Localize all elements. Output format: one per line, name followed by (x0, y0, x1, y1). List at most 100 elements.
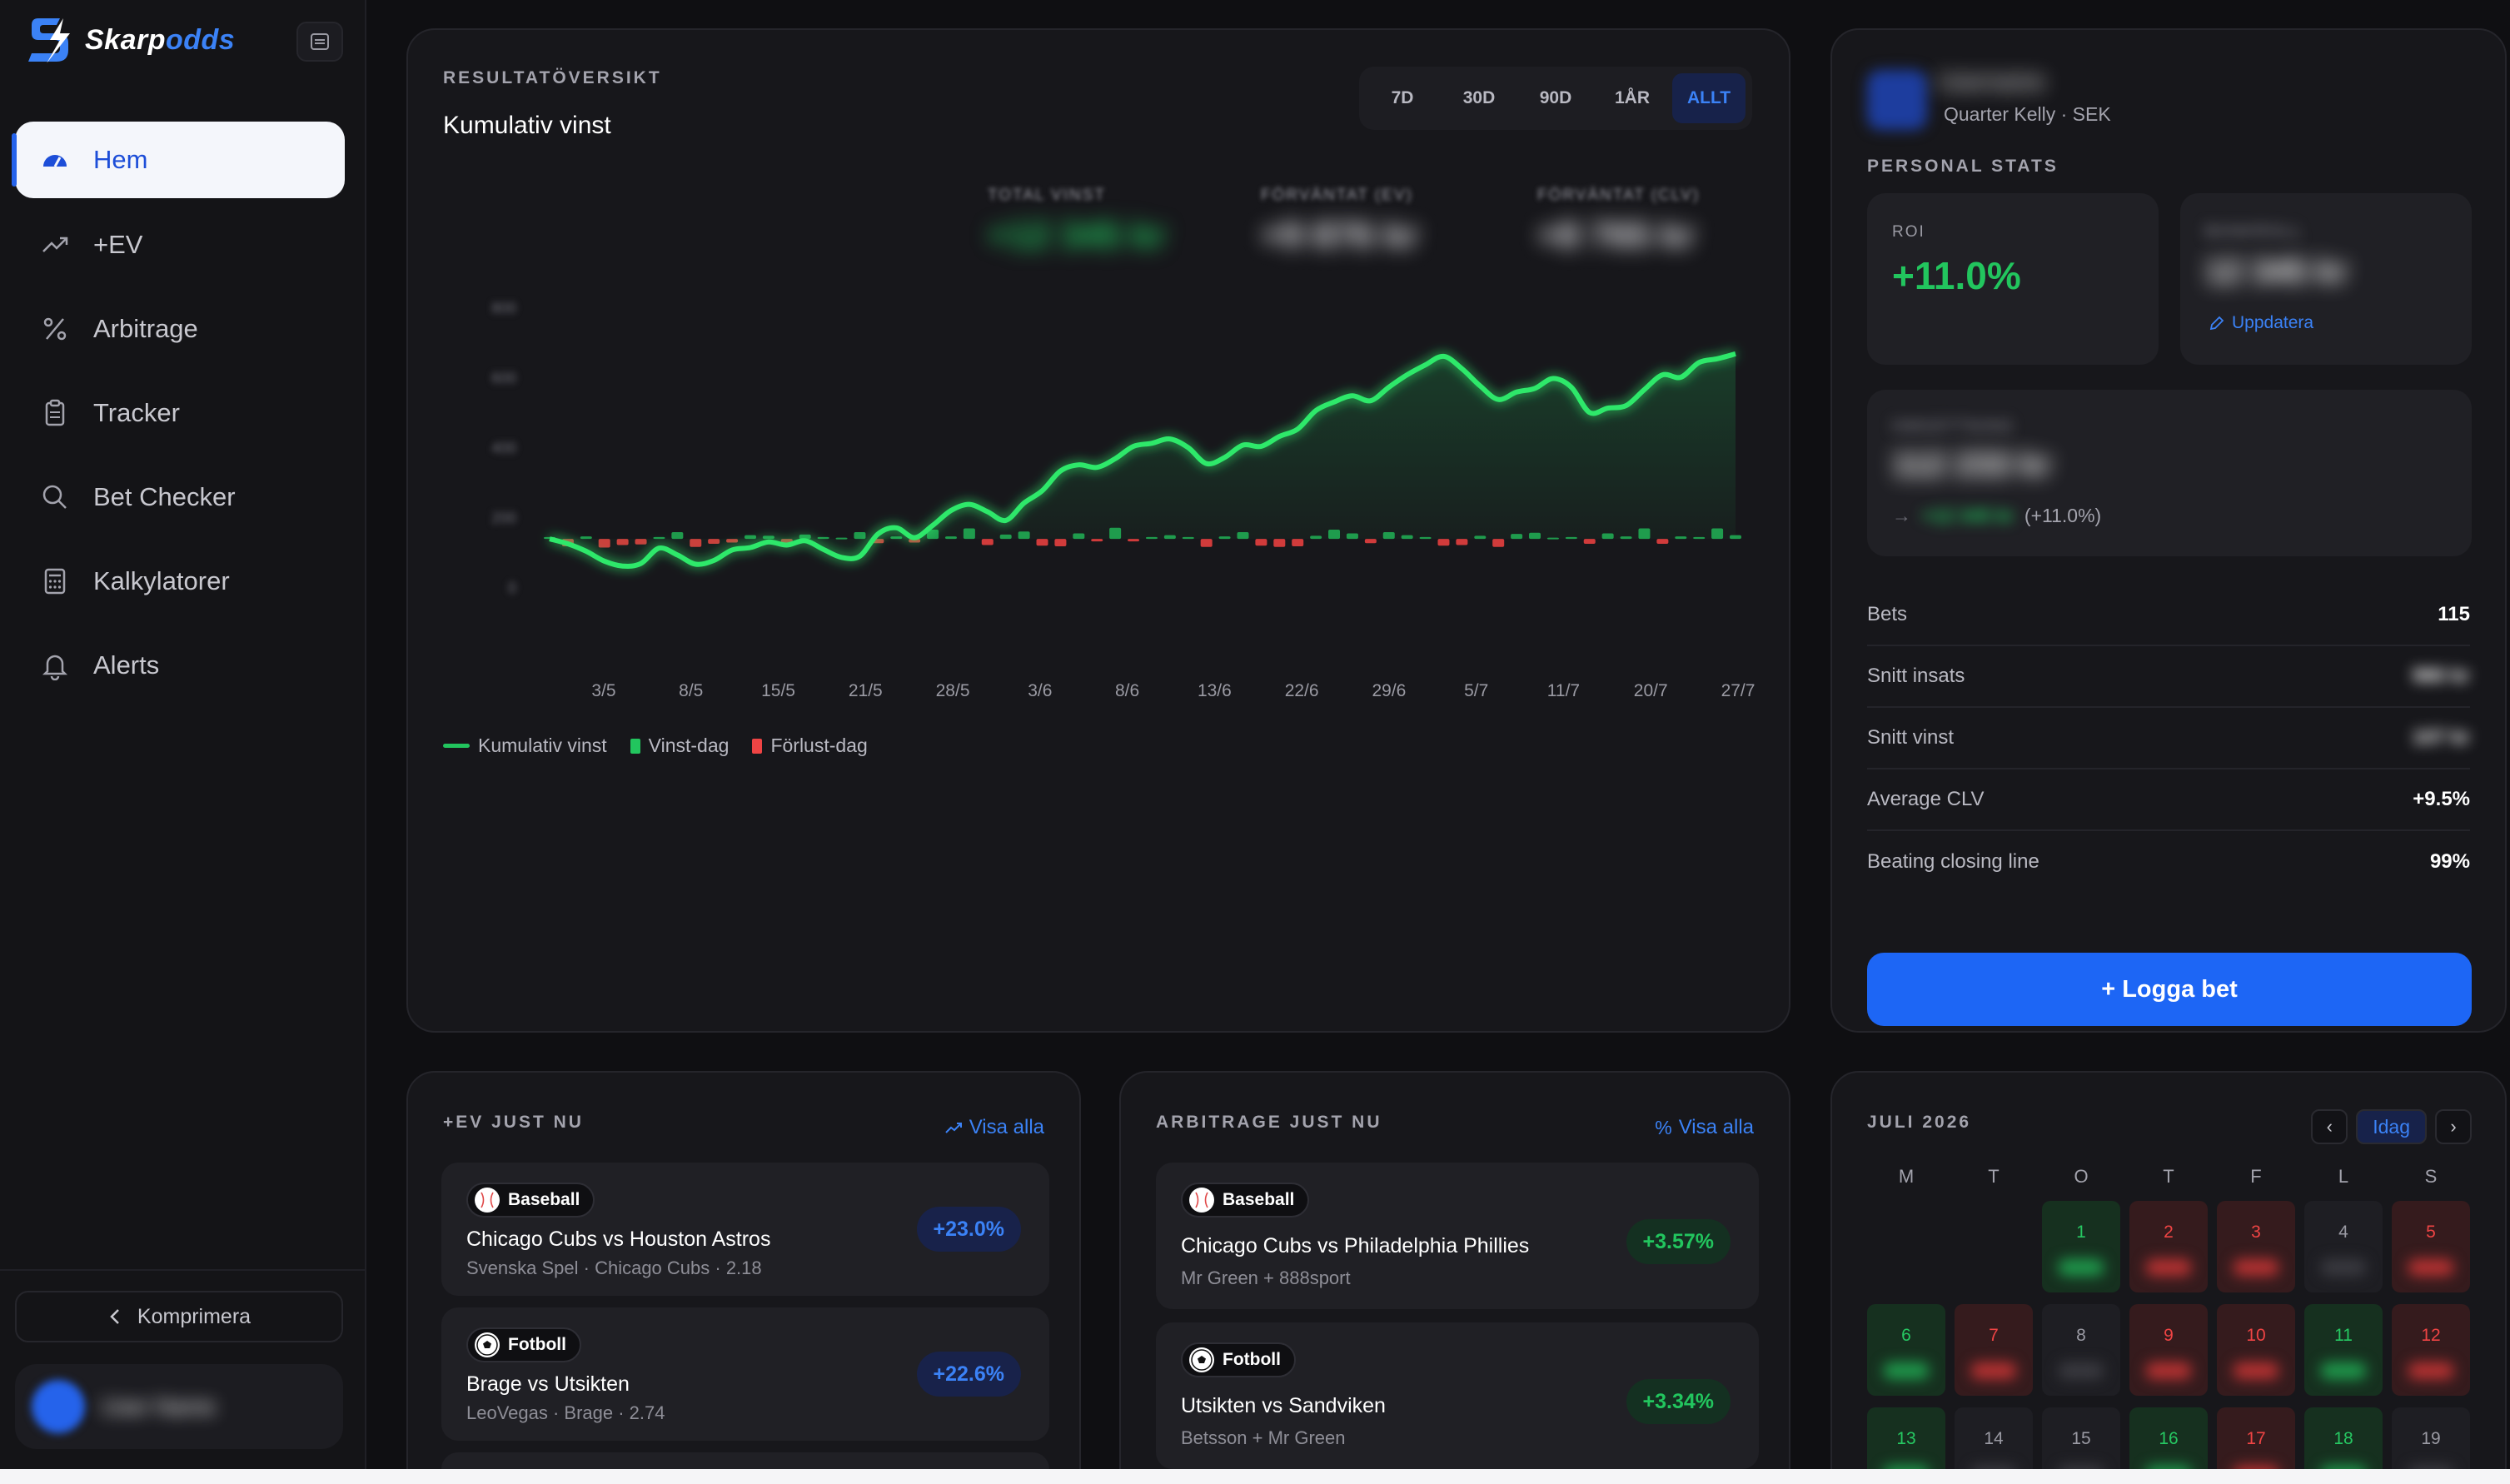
x-tick-label: 5/7 (1464, 681, 1488, 700)
calendar-day-number: 4 (2338, 1223, 2348, 1242)
calendar-day[interactable]: 3 (2217, 1201, 2295, 1292)
sidebar-item-label: Tracker (93, 398, 180, 427)
arb-view-all-link[interactable]: % Visa alla (1655, 1116, 1754, 1138)
x-tick-label: 22/6 (1285, 681, 1319, 700)
metric-forvantat-clv: FÖRVÄNTAT (CLV) +8 765 kr (1537, 187, 1700, 256)
calendar-day-number: 17 (2246, 1429, 2266, 1448)
metric-value: +12 345 kr (988, 215, 1167, 256)
sidebar-item-arbitrage[interactable]: Arbitrage (15, 291, 345, 367)
calendar-day[interactable]: 5 (2392, 1201, 2470, 1292)
calendar-day-number: 3 (2251, 1223, 2261, 1242)
sidebar-item-hem[interactable]: Hem (12, 122, 345, 198)
win-day-bar (653, 536, 665, 540)
calendar-day-number: 7 (1989, 1326, 1999, 1345)
log-bet-button[interactable]: + Logga bet (1867, 953, 2472, 1026)
clipboard-icon (45, 399, 65, 426)
calendar-day[interactable]: 9 (2129, 1304, 2208, 1396)
arb-card[interactable]: Baseball Chicago Cubs vs Philadelphia Ph… (1156, 1163, 1759, 1309)
x-tick-label: 28/5 (936, 681, 970, 700)
trending-up-icon (42, 237, 68, 252)
stat-row-beating-closing-line: Beating closing line 99% (1867, 850, 2470, 873)
cumulative-chart: 800 600 400 200 0 3/5 8/5 15/5 21/5 28/5 3/6 8/6 13/… (491, 300, 1755, 700)
sidebar-toggle-button[interactable] (296, 22, 343, 62)
range-tab-1ar[interactable]: 1ÅR (1614, 88, 1650, 107)
loss-day-bar (981, 539, 994, 545)
user-card[interactable]: User Name (15, 1364, 343, 1449)
sidebar-item-ev[interactable]: +EV (15, 207, 345, 283)
calendar-day[interactable]: 12 (2392, 1304, 2470, 1396)
calendar-next-button[interactable]: › (2435, 1109, 2472, 1144)
compress-button[interactable]: Komprimera (15, 1291, 343, 1342)
sidebar-item-label: Kalkylatorer (93, 566, 230, 595)
range-tabs: 7D 30D 90D 1ÅR ALLT (1359, 67, 1752, 130)
x-tick-label: 11/7 (1547, 681, 1580, 700)
calendar-day[interactable]: 8 (2042, 1304, 2120, 1396)
calendar-day[interactable]: 6 (1867, 1304, 1945, 1396)
turnover-profit: +12 345 kr (1921, 505, 2014, 526)
range-tab-allt[interactable]: ALLT (1672, 73, 1746, 123)
ev-card[interactable]: Fotboll Brage vs Utsikten LeoVegas · Bra… (441, 1307, 1049, 1441)
baseball-icon (1189, 1188, 1214, 1213)
legend-win-swatch (630, 738, 640, 754)
weekday-header: S (2424, 1166, 2438, 1187)
range-tab-7d[interactable]: 7D (1391, 88, 1414, 107)
calendar-today-button[interactable]: Idag (2356, 1109, 2427, 1144)
loss-day-bar (1255, 539, 1267, 546)
calendar-day[interactable]: 11 (2304, 1304, 2383, 1396)
loss-day-bar (1456, 539, 1468, 545)
calendar-day-result (2321, 1362, 2366, 1379)
arb-section-label: ARBITRAGE JUST NU (1156, 1113, 1382, 1132)
weekday-header: L (2338, 1166, 2349, 1187)
loss-day-bar (1492, 539, 1505, 547)
legend-line-swatch (443, 744, 470, 748)
calendar-day-result (2321, 1259, 2366, 1276)
sidebar-item-tracker[interactable]: Tracker (15, 375, 345, 451)
range-tab-90d[interactable]: 90D (1539, 88, 1572, 107)
range-tab-30d[interactable]: 30D (1462, 88, 1496, 107)
calendar-day-number: 6 (1901, 1326, 1911, 1345)
calendar-day[interactable]: 2 (2129, 1201, 2208, 1292)
cumulative-line (549, 351, 1736, 569)
calendar-day-number: 13 (1896, 1429, 1916, 1448)
brand[interactable]: Skarpodds (27, 15, 235, 65)
metric-value: +8 765 kr (1537, 215, 1696, 256)
calendar-day-number: 9 (2164, 1326, 2174, 1345)
avatar (32, 1380, 85, 1433)
soccer-ball-icon (475, 1332, 500, 1357)
profile-panel: Username Quarter Kelly · SEK PERSONAL ST… (1830, 28, 2507, 1033)
update-bankroll-link[interactable]: Uppdatera (2209, 313, 2313, 333)
sidebar-item-alerts[interactable]: Alerts (15, 627, 345, 704)
calendar-day[interactable]: 7 (1955, 1304, 2033, 1396)
sidebar-item-bet-checker[interactable]: Bet Checker (15, 459, 345, 535)
chevron-left-icon (110, 1309, 119, 1324)
calendar-day-result (2146, 1362, 2191, 1379)
sidebar-item-kalkylatorer[interactable]: Kalkylatorer (15, 543, 345, 620)
x-tick-label: 15/5 (761, 681, 795, 700)
calendar-day-number: 1 (2076, 1223, 2086, 1242)
ev-view-all-link[interactable]: Visa alla (944, 1116, 1044, 1139)
chart-legend: Kumulativ vinst Vinst-dag Förlust-dag (443, 735, 868, 757)
sport-pill: Baseball (466, 1183, 595, 1218)
calendar-day-result (2234, 1362, 2278, 1379)
calendar-day-result (2059, 1362, 2104, 1379)
calendar-day-number: 19 (2421, 1429, 2441, 1448)
arrow-right-icon: → (1892, 505, 1911, 526)
calculator-icon (44, 568, 66, 595)
calendar-day[interactable]: 10 (2217, 1304, 2295, 1396)
weekday-header: T (1988, 1166, 2000, 1187)
y-tick-label: 200 (491, 510, 516, 526)
x-tick-label: 13/6 (1198, 681, 1232, 700)
y-tick-label: 800 (491, 300, 516, 316)
legend-win-day: Vinst-dag (630, 735, 729, 757)
sidebar-item-label: Bet Checker (93, 482, 236, 511)
ev-card[interactable]: Baseball Chicago Cubs vs Houston Astros … (441, 1163, 1049, 1296)
calendar-day[interactable]: 1 (2042, 1201, 2120, 1292)
calendar-day-number: 16 (2159, 1429, 2179, 1448)
calendar-day[interactable]: 4 (2304, 1201, 2383, 1292)
arb-card[interactable]: Fotboll Utsikten vs Sandviken Betsson + … (1156, 1322, 1759, 1469)
weekday-header: M (1898, 1166, 1915, 1187)
calendar-prev-button[interactable]: ‹ (2311, 1109, 2348, 1144)
match-detail: Betsson + Mr Green (1181, 1427, 1346, 1448)
loss-day-bar (1036, 539, 1048, 546)
compress-label: Komprimera (137, 1304, 251, 1328)
